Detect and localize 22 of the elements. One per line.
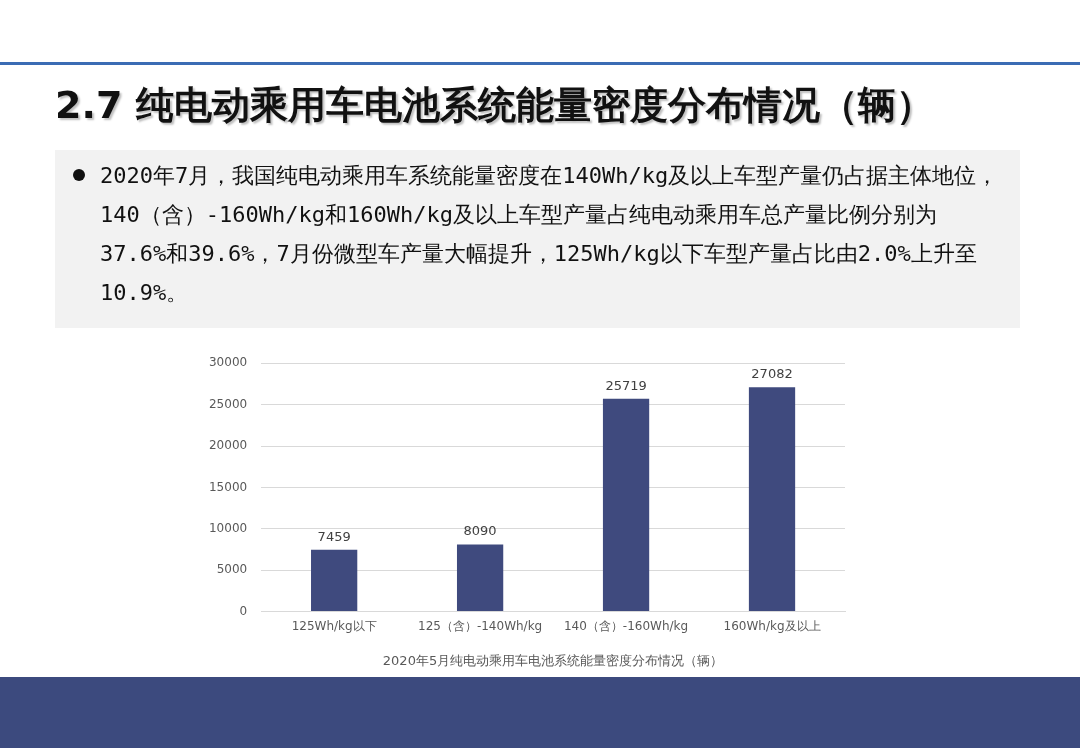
data-label: 7459 xyxy=(317,528,351,544)
x-tick-label: 160Wh/kg及以上 xyxy=(723,618,821,633)
chart-subtitle: 2020年7月，我国纯电动乘用车系统能量密度在140Wh/kg及以上车型产量仍占据主体地位，140（含）-160Wh/kg和160Wh/kg及以上车型产量占纯电动乘用车总产量比例分别为37.6%和39.6%，7月份微型车产量大幅提升，125Wh/kg以下车型产量占比由2.0%上升至10.9%。 xyxy=(100,162,1000,307)
y-tick-label: 15000 xyxy=(208,479,248,494)
data-label: 27082 xyxy=(751,366,793,382)
y-tick-label: 30000 xyxy=(208,355,248,370)
text: 2020年5月纯电动乘用车电池系统能量密度分布情况（辆） xyxy=(381,652,725,670)
x-tick-label: 125Wh/kg以下 xyxy=(291,618,377,633)
y-tick-label: 25000 xyxy=(208,396,248,411)
bar xyxy=(456,544,504,612)
bar xyxy=(748,387,796,612)
x-tick-label: 125（含）-140Wh/kg xyxy=(418,618,543,633)
x-tick-label: 140（含）-160Wh/kg xyxy=(563,618,689,633)
y-tick-label: 10000 xyxy=(208,520,248,535)
bar xyxy=(602,398,650,612)
bar xyxy=(311,549,358,612)
y-tick-label: 5000 xyxy=(216,562,248,577)
chart-title: 2.7 纯电动乘用车电池系统能量密度分布情况（辆） xyxy=(55,82,934,129)
y-tick-label: 0 xyxy=(239,603,248,618)
data-label: 25719 xyxy=(605,377,647,393)
data-label: 8090 xyxy=(463,523,497,539)
y-tick-label: 20000 xyxy=(208,438,248,453)
